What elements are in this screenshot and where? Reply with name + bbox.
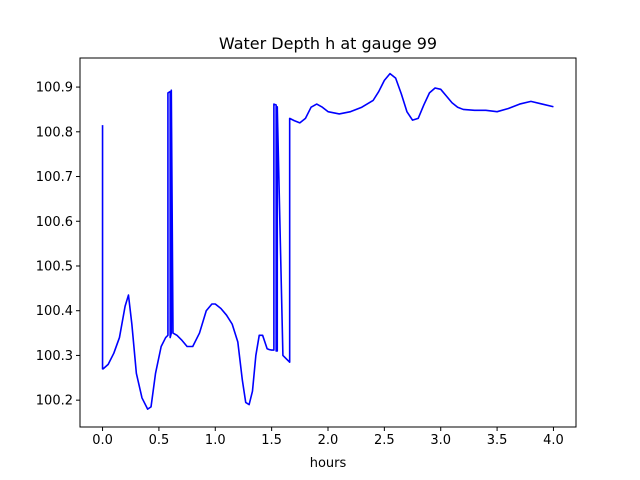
series-line-0: [101, 72, 554, 410]
x-tick-label: 2.0: [318, 433, 339, 448]
y-tick-label: 100.4: [36, 304, 73, 319]
x-tick-label: 1.0: [205, 433, 226, 448]
y-tick-label: 100.2: [36, 394, 73, 409]
y-tick-label: 100.9: [36, 81, 73, 96]
x-tick-label: 1.5: [261, 433, 282, 448]
x-tick-label: 3.5: [487, 433, 508, 448]
y-tick-label: 100.6: [36, 215, 73, 230]
y-tick-label: 100.5: [36, 259, 73, 274]
x-tick-label: 3.0: [430, 433, 451, 448]
y-tick-label: 100.7: [36, 170, 73, 185]
x-tick-label: 4.0: [543, 433, 564, 448]
x-axis-ticks: 0.0 0.5 1.0 1.5 2.0 2.5 3.0 3.5 4.0: [92, 427, 564, 448]
y-tick-label: 100.8: [36, 125, 73, 140]
y-axis-ticks: 100.2 100.3 100.4 100.5 100.6 100.7 100.8 100.9: [36, 81, 80, 409]
x-tick-label: 2.5: [374, 433, 395, 448]
x-tick-label: 0.0: [92, 433, 113, 448]
x-tick-label: 0.5: [149, 433, 170, 448]
plot-area-frame: [79, 57, 577, 428]
series-layer: [101, 72, 554, 410]
chart-title: Water Depth h at gauge 99: [219, 34, 437, 53]
x-axis-label: hours: [310, 456, 347, 471]
y-tick-label: 100.3: [36, 349, 73, 364]
